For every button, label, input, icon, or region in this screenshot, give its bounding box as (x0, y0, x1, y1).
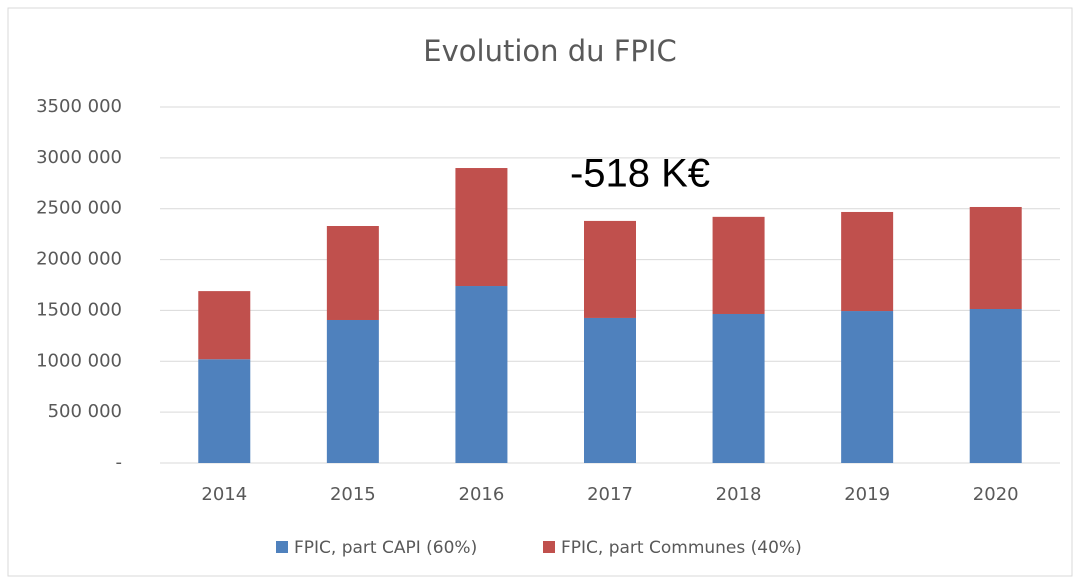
y-tick-label: 2500 000 (36, 198, 122, 219)
bar-segment (198, 359, 251, 463)
x-tick-label: 2019 (844, 484, 890, 505)
chart-frame (7, 7, 1073, 577)
bar-segment (584, 317, 636, 463)
bar-segment (969, 206, 1022, 310)
x-tick-label: 2017 (587, 484, 633, 505)
bar-segment (326, 226, 379, 320)
x-tick-label: 2014 (201, 484, 247, 505)
bar-segment (841, 211, 894, 312)
y-tick-label: 3000 000 (36, 147, 122, 168)
bar-segment (455, 168, 508, 287)
bar-segment (712, 313, 765, 463)
bar-segment (198, 291, 251, 360)
annotation: -518 K€ (570, 152, 710, 196)
bar-segment (969, 309, 1022, 463)
bar-segment (326, 319, 379, 463)
x-tick-label: 2015 (330, 484, 376, 505)
y-tick-label: 2000 000 (36, 249, 122, 270)
bar-segment (584, 220, 636, 318)
y-tick-label: 1000 000 (36, 350, 122, 371)
legend-swatch (543, 541, 555, 553)
y-tick-label: 1500 000 (36, 299, 122, 320)
x-tick-label: 2018 (716, 484, 762, 505)
chart-title: Evolution du FPIC (423, 34, 676, 68)
y-tick-label: 3500 000 (36, 96, 122, 117)
x-tick-label: 2016 (459, 484, 505, 505)
bar-segment (455, 286, 508, 463)
y-tick-label: 500 000 (48, 401, 122, 422)
legend-label: FPIC, part Communes (40%) (561, 538, 802, 558)
x-tick-label: 2020 (973, 484, 1019, 505)
legend-label: FPIC, part CAPI (60%) (294, 538, 477, 558)
bar-segment (841, 311, 894, 463)
y-tick-label: - (116, 452, 123, 473)
bar-segment (712, 216, 765, 314)
legend-swatch (276, 541, 288, 553)
